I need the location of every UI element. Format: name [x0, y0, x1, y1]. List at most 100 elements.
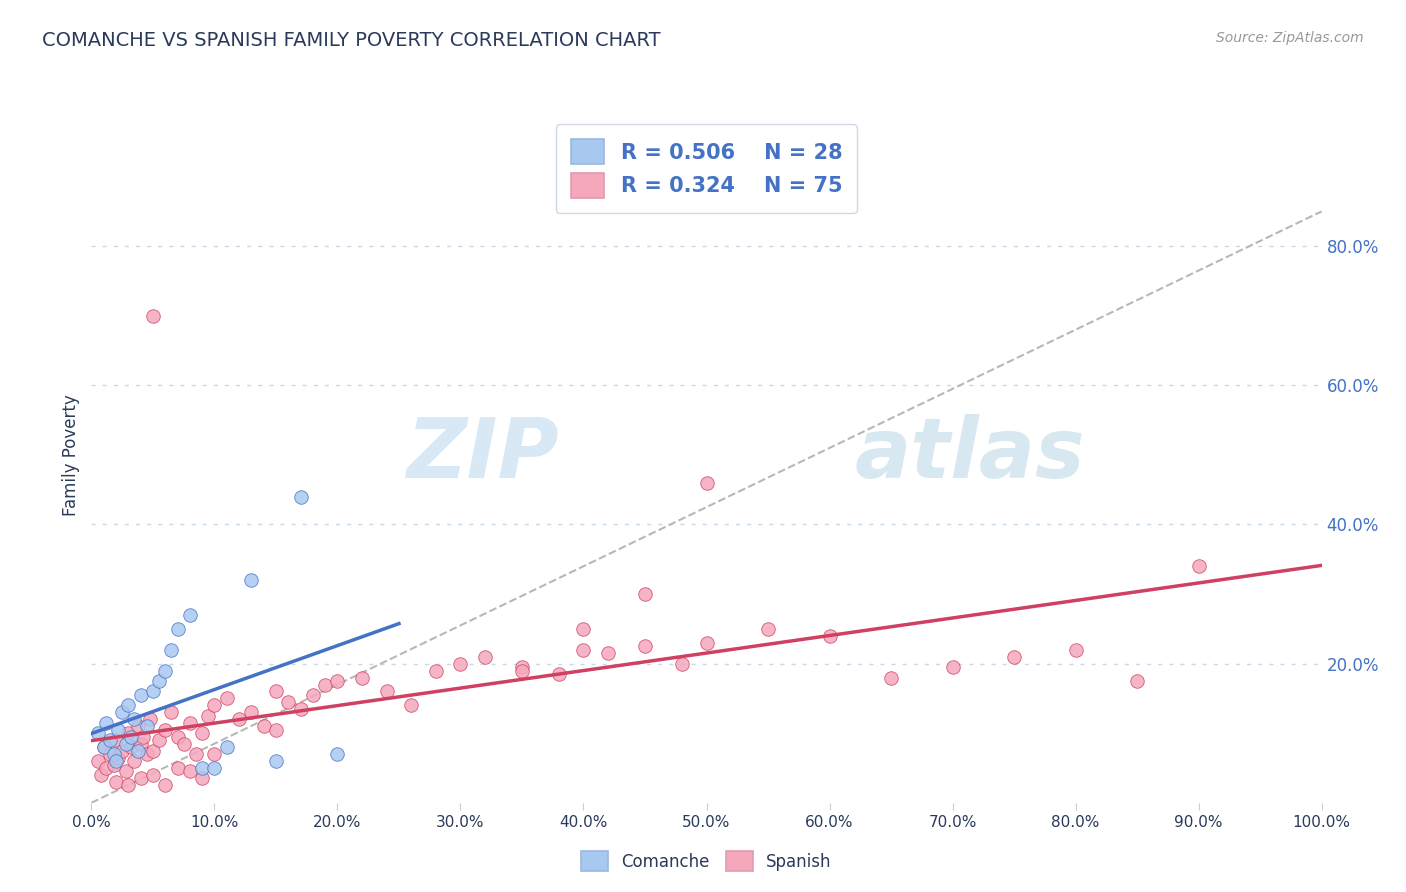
Text: atlas: atlas [853, 415, 1085, 495]
Point [127, 744, 149, 758]
Point [449, 657, 471, 671]
Point [117, 778, 139, 792]
Point [547, 667, 569, 681]
Point [184, 747, 207, 761]
Point [474, 649, 496, 664]
Point [124, 712, 146, 726]
Point [117, 726, 139, 740]
Point [695, 475, 717, 490]
Point [96, 761, 117, 775]
Legend: Comanche, Spanish: Comanche, Spanish [575, 845, 838, 878]
Point [197, 708, 219, 723]
Point [153, 664, 177, 678]
Point [142, 684, 165, 698]
Point [142, 744, 165, 758]
Point [127, 719, 149, 733]
Point [111, 744, 134, 758]
Point [202, 698, 225, 713]
Point [572, 642, 595, 657]
Point [103, 747, 125, 761]
Point [103, 757, 125, 772]
Point [96, 715, 117, 730]
Point [240, 706, 263, 720]
Point [129, 737, 152, 751]
Point [326, 747, 349, 761]
Point [572, 622, 595, 636]
Point [191, 726, 214, 740]
Point [264, 684, 287, 698]
Point [105, 754, 127, 768]
Point [129, 688, 152, 702]
Point [1126, 674, 1149, 689]
Point [695, 636, 717, 650]
Point [98, 733, 121, 747]
Point [105, 775, 127, 789]
Point [160, 642, 183, 657]
Point [111, 706, 134, 720]
Point [135, 719, 157, 733]
Point [301, 688, 323, 702]
Point [756, 622, 779, 636]
Point [510, 664, 533, 678]
Point [228, 712, 250, 726]
Point [166, 730, 188, 744]
Point [215, 740, 238, 755]
Point [264, 723, 287, 737]
Point [1187, 559, 1209, 574]
Point [129, 772, 152, 786]
Point [93, 740, 115, 755]
Point [105, 733, 127, 747]
Point [941, 660, 963, 674]
Point [634, 587, 657, 601]
Point [135, 747, 157, 761]
Point [107, 723, 129, 737]
Y-axis label: Family Poverty: Family Poverty [62, 394, 80, 516]
Point [148, 674, 170, 689]
Point [191, 761, 214, 775]
Point [880, 671, 903, 685]
Point [124, 754, 146, 768]
Point [818, 629, 841, 643]
Point [202, 761, 225, 775]
Point [86, 754, 108, 768]
Point [107, 750, 129, 764]
Point [1064, 642, 1087, 657]
Point [314, 677, 336, 691]
Point [179, 764, 201, 779]
Point [132, 730, 155, 744]
Point [596, 646, 619, 660]
Point [98, 747, 121, 761]
Point [173, 737, 195, 751]
Text: ZIP: ZIP [406, 415, 558, 495]
Point [215, 691, 238, 706]
Point [191, 772, 214, 786]
Point [179, 607, 201, 622]
Point [114, 764, 138, 779]
Point [634, 639, 657, 653]
Point [240, 573, 263, 587]
Point [148, 733, 170, 747]
Point [202, 747, 225, 761]
Point [86, 726, 108, 740]
Point [671, 657, 693, 671]
Point [114, 737, 138, 751]
Point [510, 660, 533, 674]
Point [139, 712, 162, 726]
Text: COMANCHE VS SPANISH FAMILY POVERTY CORRELATION CHART: COMANCHE VS SPANISH FAMILY POVERTY CORRE… [42, 31, 661, 50]
Text: Source: ZipAtlas.com: Source: ZipAtlas.com [1216, 31, 1364, 45]
Point [160, 706, 183, 720]
Point [375, 684, 398, 698]
Point [326, 674, 349, 689]
Point [120, 740, 142, 755]
Point [253, 719, 276, 733]
Point [90, 768, 112, 782]
Point [290, 490, 312, 504]
Point [142, 309, 165, 323]
Point [93, 740, 115, 755]
Point [166, 622, 188, 636]
Point [153, 778, 177, 792]
Point [166, 761, 188, 775]
Point [290, 702, 312, 716]
Point [179, 715, 201, 730]
Point [142, 768, 165, 782]
